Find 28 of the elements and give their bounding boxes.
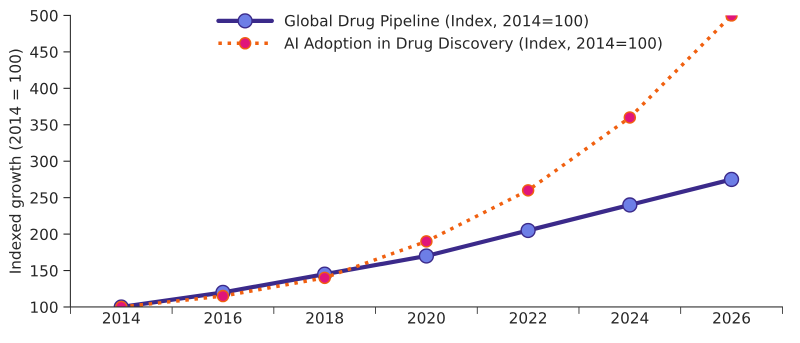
point: [622, 197, 638, 213]
y-tick-label: 400: [30, 82, 58, 94]
y-tick-label: 500: [30, 10, 58, 22]
point: [520, 222, 536, 238]
y-tick-label: 350: [30, 119, 58, 131]
point: [420, 235, 433, 248]
x-tick-label: 2016: [204, 312, 242, 324]
point: [624, 111, 636, 124]
x-tick-label: 2018: [306, 312, 344, 324]
x-tick-label: 2022: [510, 312, 546, 324]
point: [418, 248, 434, 264]
y-tick-label: 150: [31, 265, 58, 277]
x-tick-label: 2020: [408, 312, 445, 324]
y-tick-label: 450: [30, 46, 58, 58]
y-tick-label: 300: [30, 156, 58, 168]
y-tick-label: 100: [31, 301, 58, 314]
point: [724, 172, 740, 188]
x-tick-label: 2024: [612, 312, 648, 324]
x-tick-label: 2026: [713, 312, 750, 324]
legend-label: AI Adoption in Drug Discovery (Index, 2014=100): [284, 37, 662, 52]
y-tick-label: 200: [30, 228, 58, 240]
point: [522, 184, 534, 197]
point: [318, 272, 331, 284]
point: [216, 290, 230, 302]
y-tick-label: 250: [30, 192, 58, 204]
x-tick-label: 2014: [102, 312, 140, 324]
legend-label: Global Drug Pipeline (Index, 2014=100): [284, 14, 588, 30]
y-axis-title: Indexed growth (2014 = 100): [9, 50, 24, 273]
